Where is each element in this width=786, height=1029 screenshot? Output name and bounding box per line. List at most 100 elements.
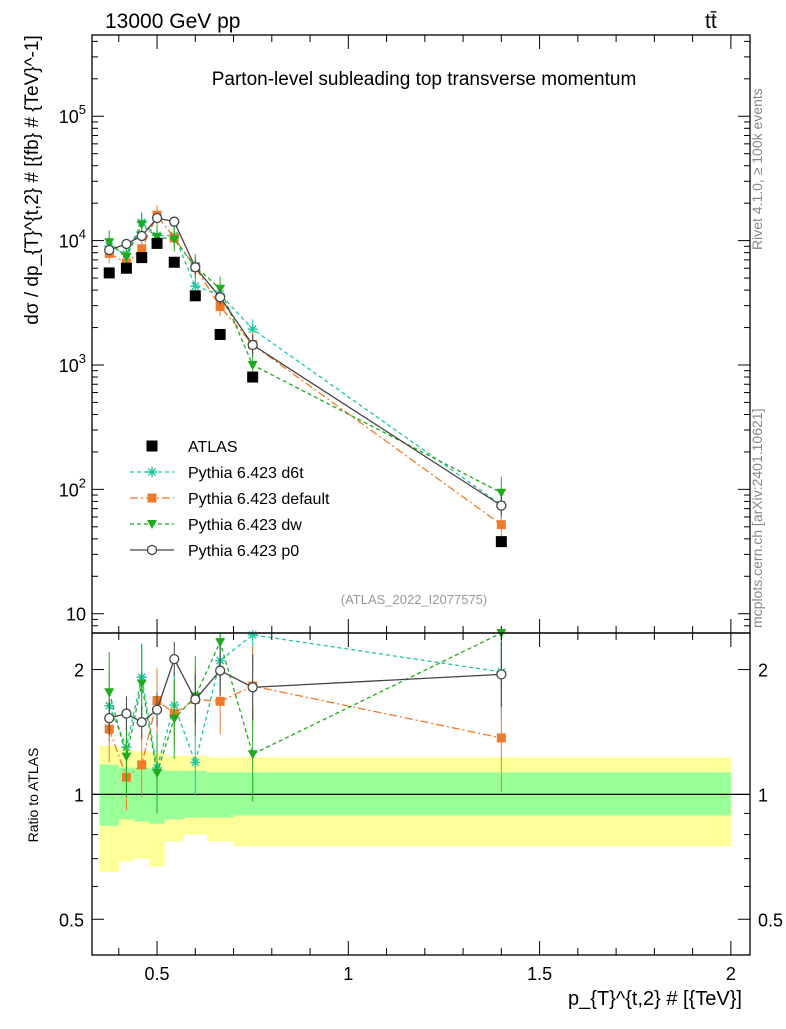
ratio-point [121, 752, 132, 762]
series-point [104, 244, 115, 256]
series-line [108, 213, 502, 526]
ratio-tick-label-right: 1 [758, 785, 768, 805]
ratio-point [169, 714, 180, 724]
y-tick-label: 104 [59, 227, 86, 252]
series-point [169, 216, 180, 227]
rivet-label: Rivet 4.1.0, ≥ 100k events [749, 88, 765, 250]
series-point [190, 262, 201, 273]
data-point [247, 371, 259, 383]
ratio-point [104, 712, 115, 724]
series-line [108, 217, 502, 507]
ratio-series-line [109, 657, 502, 723]
ratio-point [137, 760, 147, 770]
series-0 [104, 212, 507, 520]
series-point [496, 520, 506, 530]
y-tick-exponent: 3 [79, 351, 86, 366]
data-point [495, 536, 507, 548]
ratio-tick-label: 0.5 [59, 910, 84, 930]
data-point [136, 252, 148, 264]
series-point [136, 220, 147, 230]
chart-title: Parton-level subleading top transverse m… [212, 69, 637, 90]
analysis-tag: (ATLAS_2022_I2077575) [341, 592, 487, 607]
legend-label: Pythia 6.423 dw [188, 517, 302, 534]
legend-label: Pythia 6.423 p0 [188, 543, 299, 560]
ratio-tick-label-right: 0.5 [758, 910, 783, 930]
main-panel: 10 102 103 104 105 [59, 34, 751, 634]
ratio-point [152, 768, 163, 778]
energy-label: 13000 GeV pp [105, 10, 240, 33]
x-tick-label: 0.5 [145, 964, 170, 984]
legend-marker [146, 544, 158, 556]
ratio-point [104, 688, 115, 698]
legend-marker [147, 520, 157, 529]
series-line [108, 221, 502, 506]
series-point [137, 244, 147, 254]
ratio-point [169, 653, 180, 665]
x-axis-title: p_{T}^{t,2} # [{TeV}] [568, 988, 742, 1010]
y-tick-label: 105 [59, 102, 86, 127]
series-point [247, 324, 258, 335]
legend-entry-0: Pythia 6.423 d6t [130, 465, 304, 482]
series-point [121, 238, 132, 250]
series-point [190, 281, 201, 292]
series-point [215, 284, 226, 294]
series-line [108, 223, 502, 494]
ratio-point [121, 708, 132, 719]
data-point [168, 256, 180, 268]
x-tick-label: 2 [726, 964, 736, 984]
ratio-point [151, 704, 163, 715]
series-point [104, 238, 115, 248]
legend-entry-3: Pythia 6.423 p0 [130, 543, 299, 560]
stat-band-bin [99, 764, 119, 826]
series-point [215, 302, 225, 312]
series-point [215, 292, 226, 303]
series-point [121, 252, 132, 262]
data-point [120, 262, 132, 274]
ratio-axis-title: Ratio to ATLAS [25, 748, 41, 843]
ratio-point [215, 638, 226, 648]
data-point [151, 237, 163, 249]
series-2 [104, 212, 507, 509]
legend-label: ATLAS [188, 439, 238, 456]
mcplots-label: mcplots.cern.ch [arXiv:2401.10621] [749, 409, 765, 628]
ratio-series-line [108, 632, 502, 774]
ratio-point [215, 665, 226, 676]
y-tick-exponent: 5 [79, 102, 86, 117]
series-point [496, 500, 507, 511]
ratio-point [190, 757, 201, 768]
legend-marker [147, 493, 157, 503]
ratio-point [247, 629, 258, 640]
legend-label: Pythia 6.423 d6t [188, 465, 304, 482]
series-point [247, 360, 258, 370]
data-point [214, 328, 226, 340]
y-tick-exponent: 2 [79, 475, 86, 490]
y-tick-label: 10 [66, 605, 86, 625]
x-tick-label: 1 [343, 964, 353, 984]
y-axis-title: dσ / dp_{T}^{t,2} # [{fb} # {TeV}^-1] [22, 35, 43, 324]
y-tick-exponent: 4 [79, 227, 86, 242]
ratio-point [247, 682, 258, 693]
ratio-series-2 [104, 629, 507, 814]
process-label: tt̄ [705, 10, 717, 33]
ratio-point [136, 679, 147, 689]
legend-marker [146, 440, 158, 452]
data-series [103, 237, 507, 548]
y-tick-label: 102 [59, 475, 86, 500]
series-point [496, 488, 507, 498]
ratio-point [190, 694, 201, 705]
legend-entry-atlas: ATLAS [146, 439, 238, 456]
y-tick-label: 103 [59, 351, 86, 376]
series-point [247, 339, 258, 351]
series-point [136, 230, 147, 242]
series-point [152, 232, 163, 242]
legend-marker [147, 467, 157, 477]
ratio-point [136, 717, 147, 728]
legend-label: Pythia 6.423 default [188, 491, 330, 508]
ratio-tick-label: 1 [74, 785, 84, 805]
series-3 [104, 212, 507, 516]
data-point [189, 290, 201, 302]
stat-band-bin [164, 770, 184, 820]
ratio-panel: 0.5 0.5 1 1 2 2 0.5 1 1.5 2 [59, 629, 783, 984]
